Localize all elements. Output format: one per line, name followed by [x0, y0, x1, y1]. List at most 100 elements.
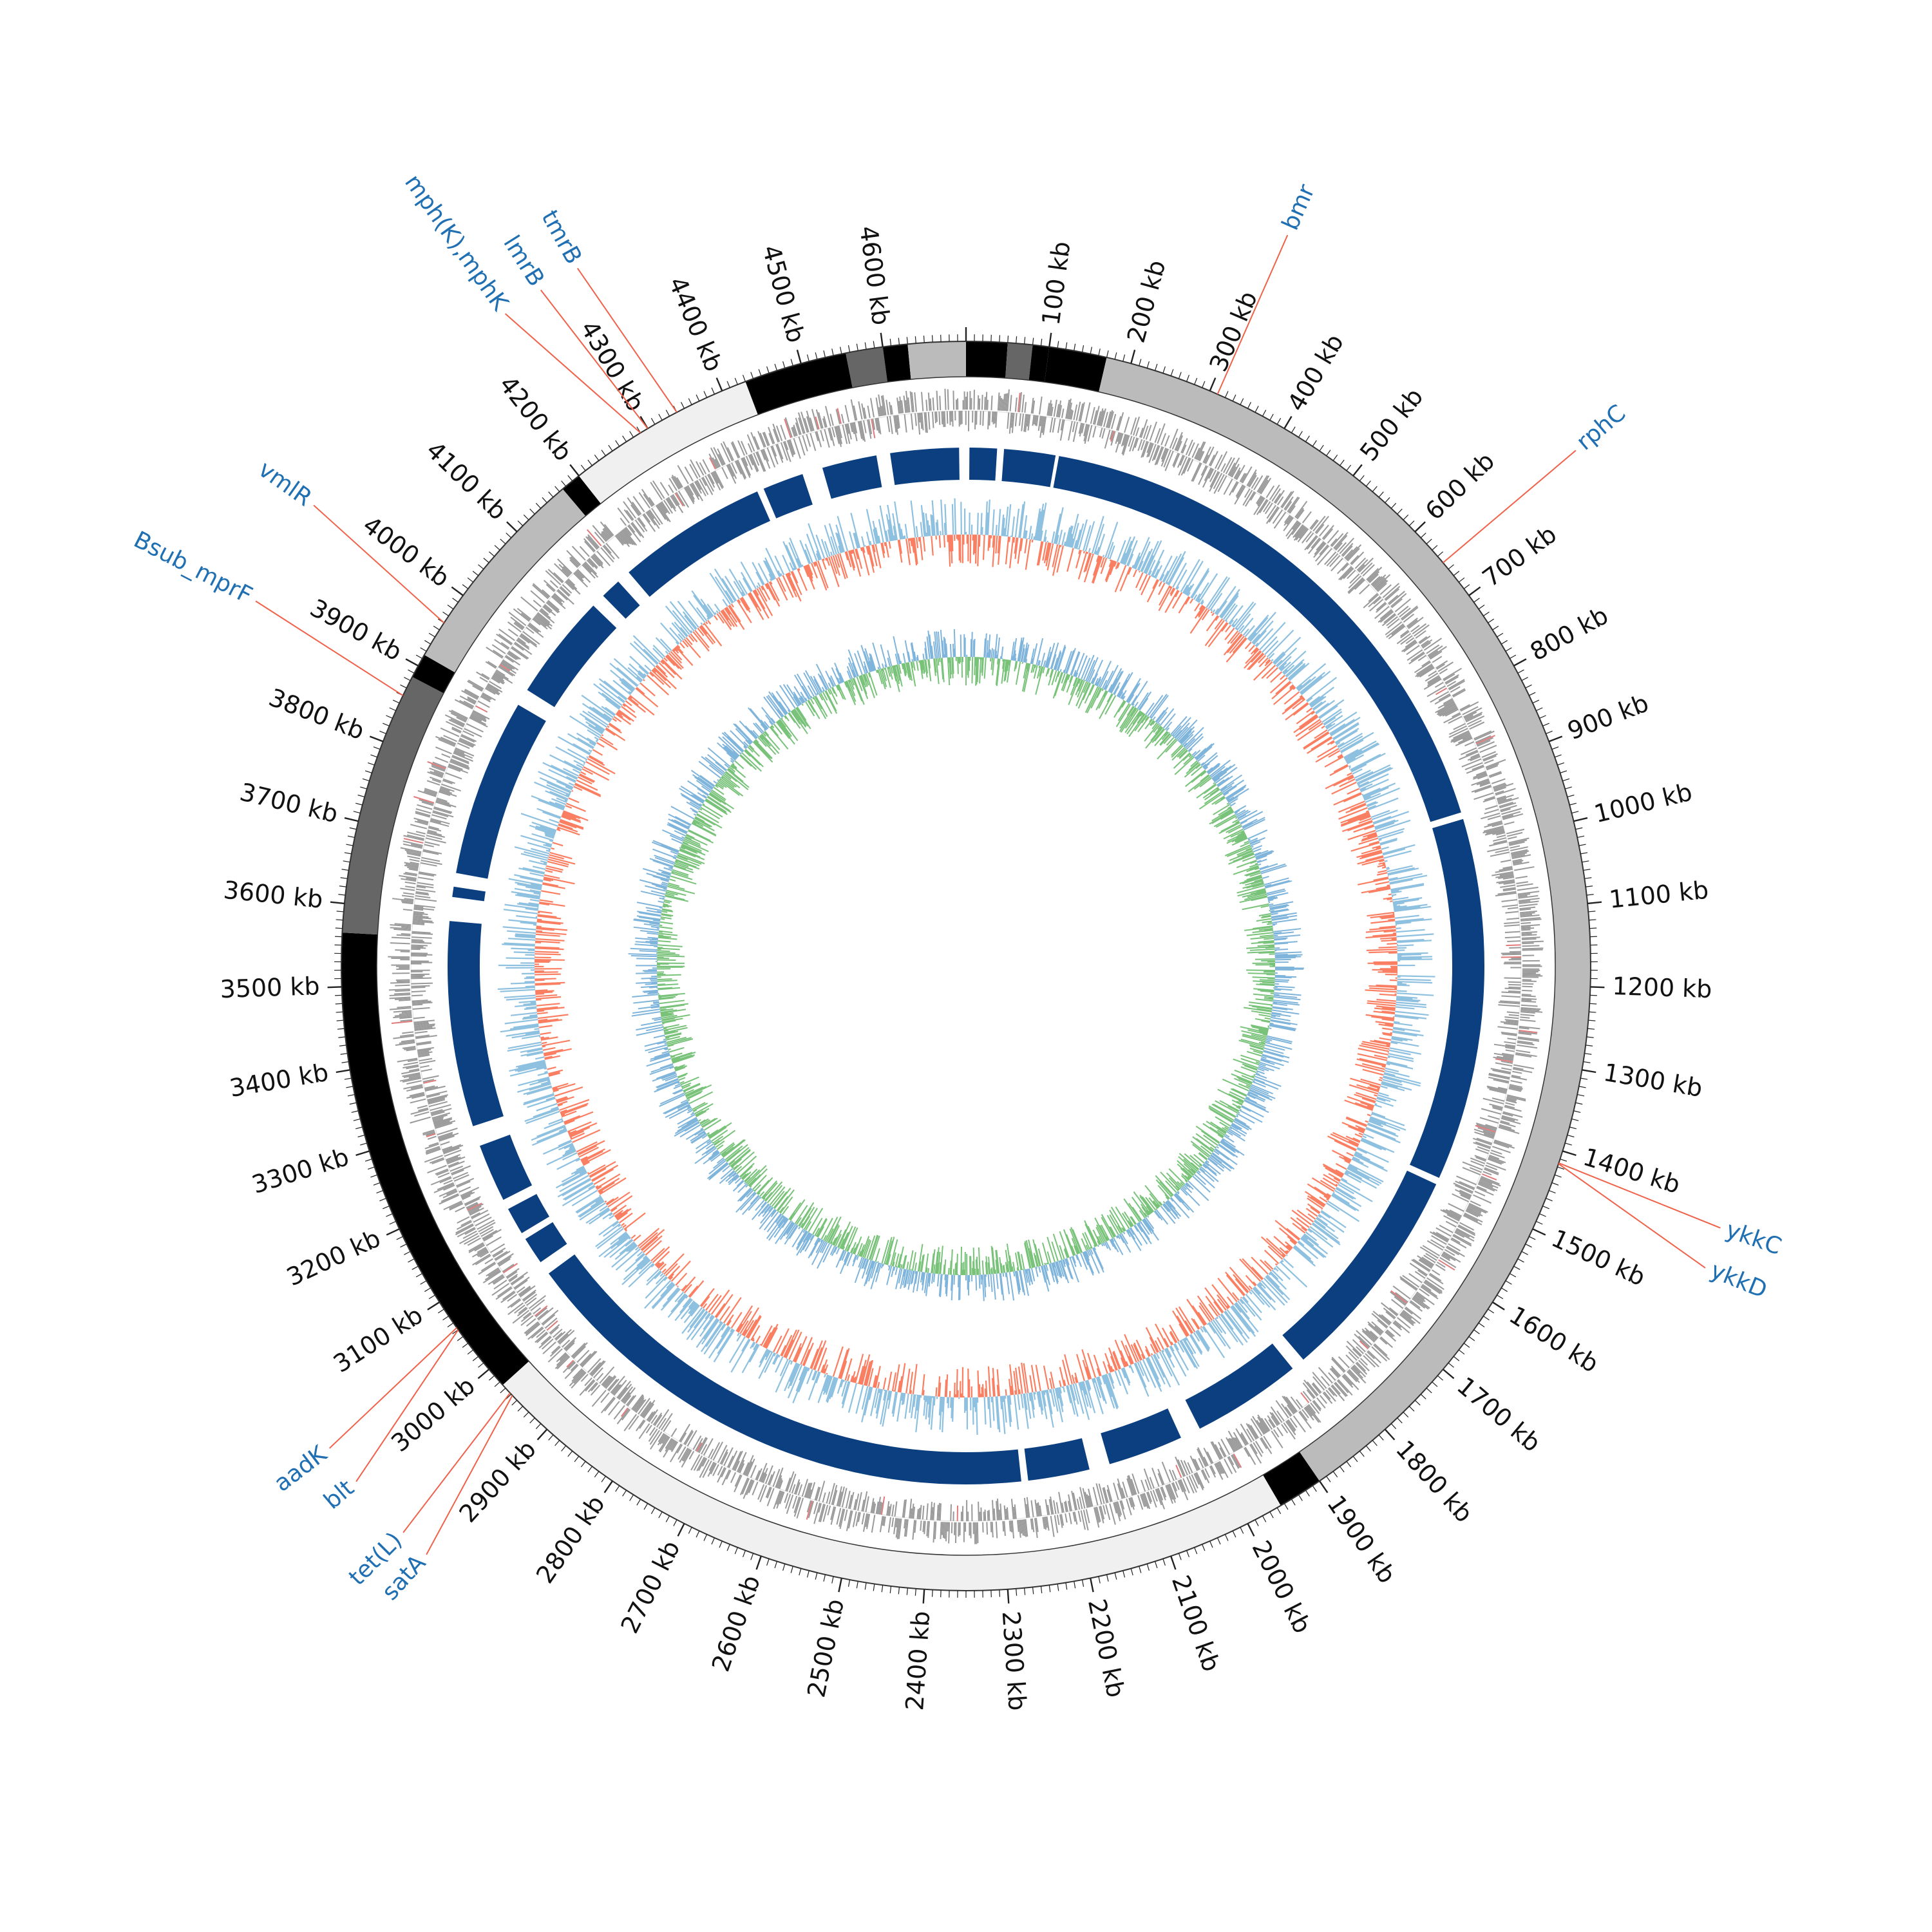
feature-tick [1209, 469, 1217, 482]
minor-tick [864, 1582, 867, 1590]
feature-tick [428, 1142, 439, 1147]
feature-tick [1166, 1484, 1173, 1500]
feature-tick [424, 1085, 446, 1092]
feature-tick [1289, 1417, 1298, 1428]
feature-tick [558, 564, 571, 576]
feature-tick [792, 1495, 798, 1509]
gc-bar [640, 1229, 665, 1251]
feature-tick [1519, 1030, 1538, 1034]
feature-tick [1482, 755, 1497, 762]
feature-tick [516, 1286, 526, 1293]
gc-bar [1386, 1063, 1390, 1066]
feature-tick [1101, 428, 1106, 439]
feature-tick [806, 1482, 813, 1499]
feature-tick [467, 680, 484, 691]
feature-tick [1014, 397, 1018, 412]
feature-tick [1464, 762, 1483, 771]
feature-tick [1409, 1301, 1423, 1312]
gc-bar [947, 1397, 950, 1408]
feature-tick [1149, 421, 1157, 441]
feature-tick [837, 408, 842, 424]
feature-tick [502, 1291, 515, 1300]
major-tick [369, 735, 384, 743]
gc-bar [537, 1072, 549, 1076]
feature-tick [547, 1348, 563, 1363]
gc-bar [1346, 1151, 1354, 1157]
feature-tick [1502, 1052, 1514, 1056]
feature-tick [998, 1510, 1001, 1520]
feature-tick [1481, 751, 1497, 758]
gc-bar [1044, 536, 1047, 542]
feature-tick [410, 861, 419, 865]
feature-tick [1482, 1130, 1495, 1135]
feature-tick [1283, 515, 1292, 526]
feature-tick [683, 487, 695, 504]
feature-tick [1484, 805, 1498, 810]
gc-bar [1397, 956, 1432, 958]
feature-tick [1400, 635, 1413, 645]
feature-tick [602, 1376, 612, 1387]
blue-segment [507, 1193, 549, 1233]
feature-tick [1519, 1025, 1540, 1030]
feature-tick [689, 484, 700, 500]
major-tick [506, 521, 518, 533]
minor-tick [337, 1028, 345, 1030]
feature-tick [1094, 406, 1100, 425]
feature-tick [1079, 1486, 1086, 1509]
feature-tick [498, 633, 513, 645]
feature-tick [404, 898, 414, 900]
gc-bar [1011, 516, 1016, 537]
gc-bar [981, 1387, 983, 1397]
feature-tick [1506, 1097, 1517, 1101]
feature-tick [430, 1176, 451, 1186]
feature-tick [565, 1342, 575, 1352]
feature-tick [453, 1174, 469, 1182]
feature-tick [793, 1479, 800, 1495]
gc-bar [1236, 613, 1251, 631]
feature-tick [591, 555, 604, 569]
minor-tick [367, 762, 375, 766]
feature-tick [842, 424, 848, 444]
feature-tick [1092, 426, 1097, 438]
feature-tick [1462, 706, 1479, 715]
feature-tick [1342, 1374, 1353, 1385]
minor-tick [622, 1490, 627, 1497]
feature-tick [514, 1279, 528, 1290]
feature-tick [925, 399, 928, 412]
feature-tick [1294, 525, 1305, 538]
feature-tick [415, 811, 431, 817]
feature-tick [1486, 1162, 1506, 1171]
feature-tick [879, 1502, 883, 1515]
feature-tick [793, 1497, 800, 1513]
feature-tick [627, 497, 641, 516]
feature-tick [455, 1223, 473, 1234]
feature-tick [1448, 680, 1465, 691]
feature-tick [1359, 1358, 1368, 1366]
major-tick [1573, 817, 1588, 822]
feature-tick [628, 524, 636, 533]
feature-tick [559, 1353, 567, 1361]
feature-tick [1512, 1068, 1533, 1074]
feature-tick [1128, 1497, 1133, 1508]
feature-tick [815, 431, 819, 442]
feature-tick [1431, 1235, 1447, 1245]
feature-tick [457, 743, 470, 750]
feature-tick [1019, 1519, 1023, 1534]
feature-tick [439, 1188, 457, 1197]
feature-tick [1283, 1396, 1297, 1413]
feature-tick [413, 1016, 425, 1019]
gc-bar [983, 1397, 987, 1425]
feature-tick [1124, 417, 1130, 433]
feature-tick [491, 1283, 510, 1296]
feature-tick [1484, 1168, 1499, 1175]
minor-tick [782, 361, 786, 368]
feature-tick [427, 1164, 447, 1174]
position-label: 400 kb [1282, 329, 1349, 416]
feature-tick [474, 1244, 486, 1252]
minor-tick [1473, 598, 1480, 603]
gc-bar [1128, 1365, 1131, 1368]
feature-tick [1121, 435, 1129, 455]
feature-tick [788, 439, 795, 455]
gc-bar [909, 1394, 913, 1413]
feature-tick [668, 478, 677, 491]
